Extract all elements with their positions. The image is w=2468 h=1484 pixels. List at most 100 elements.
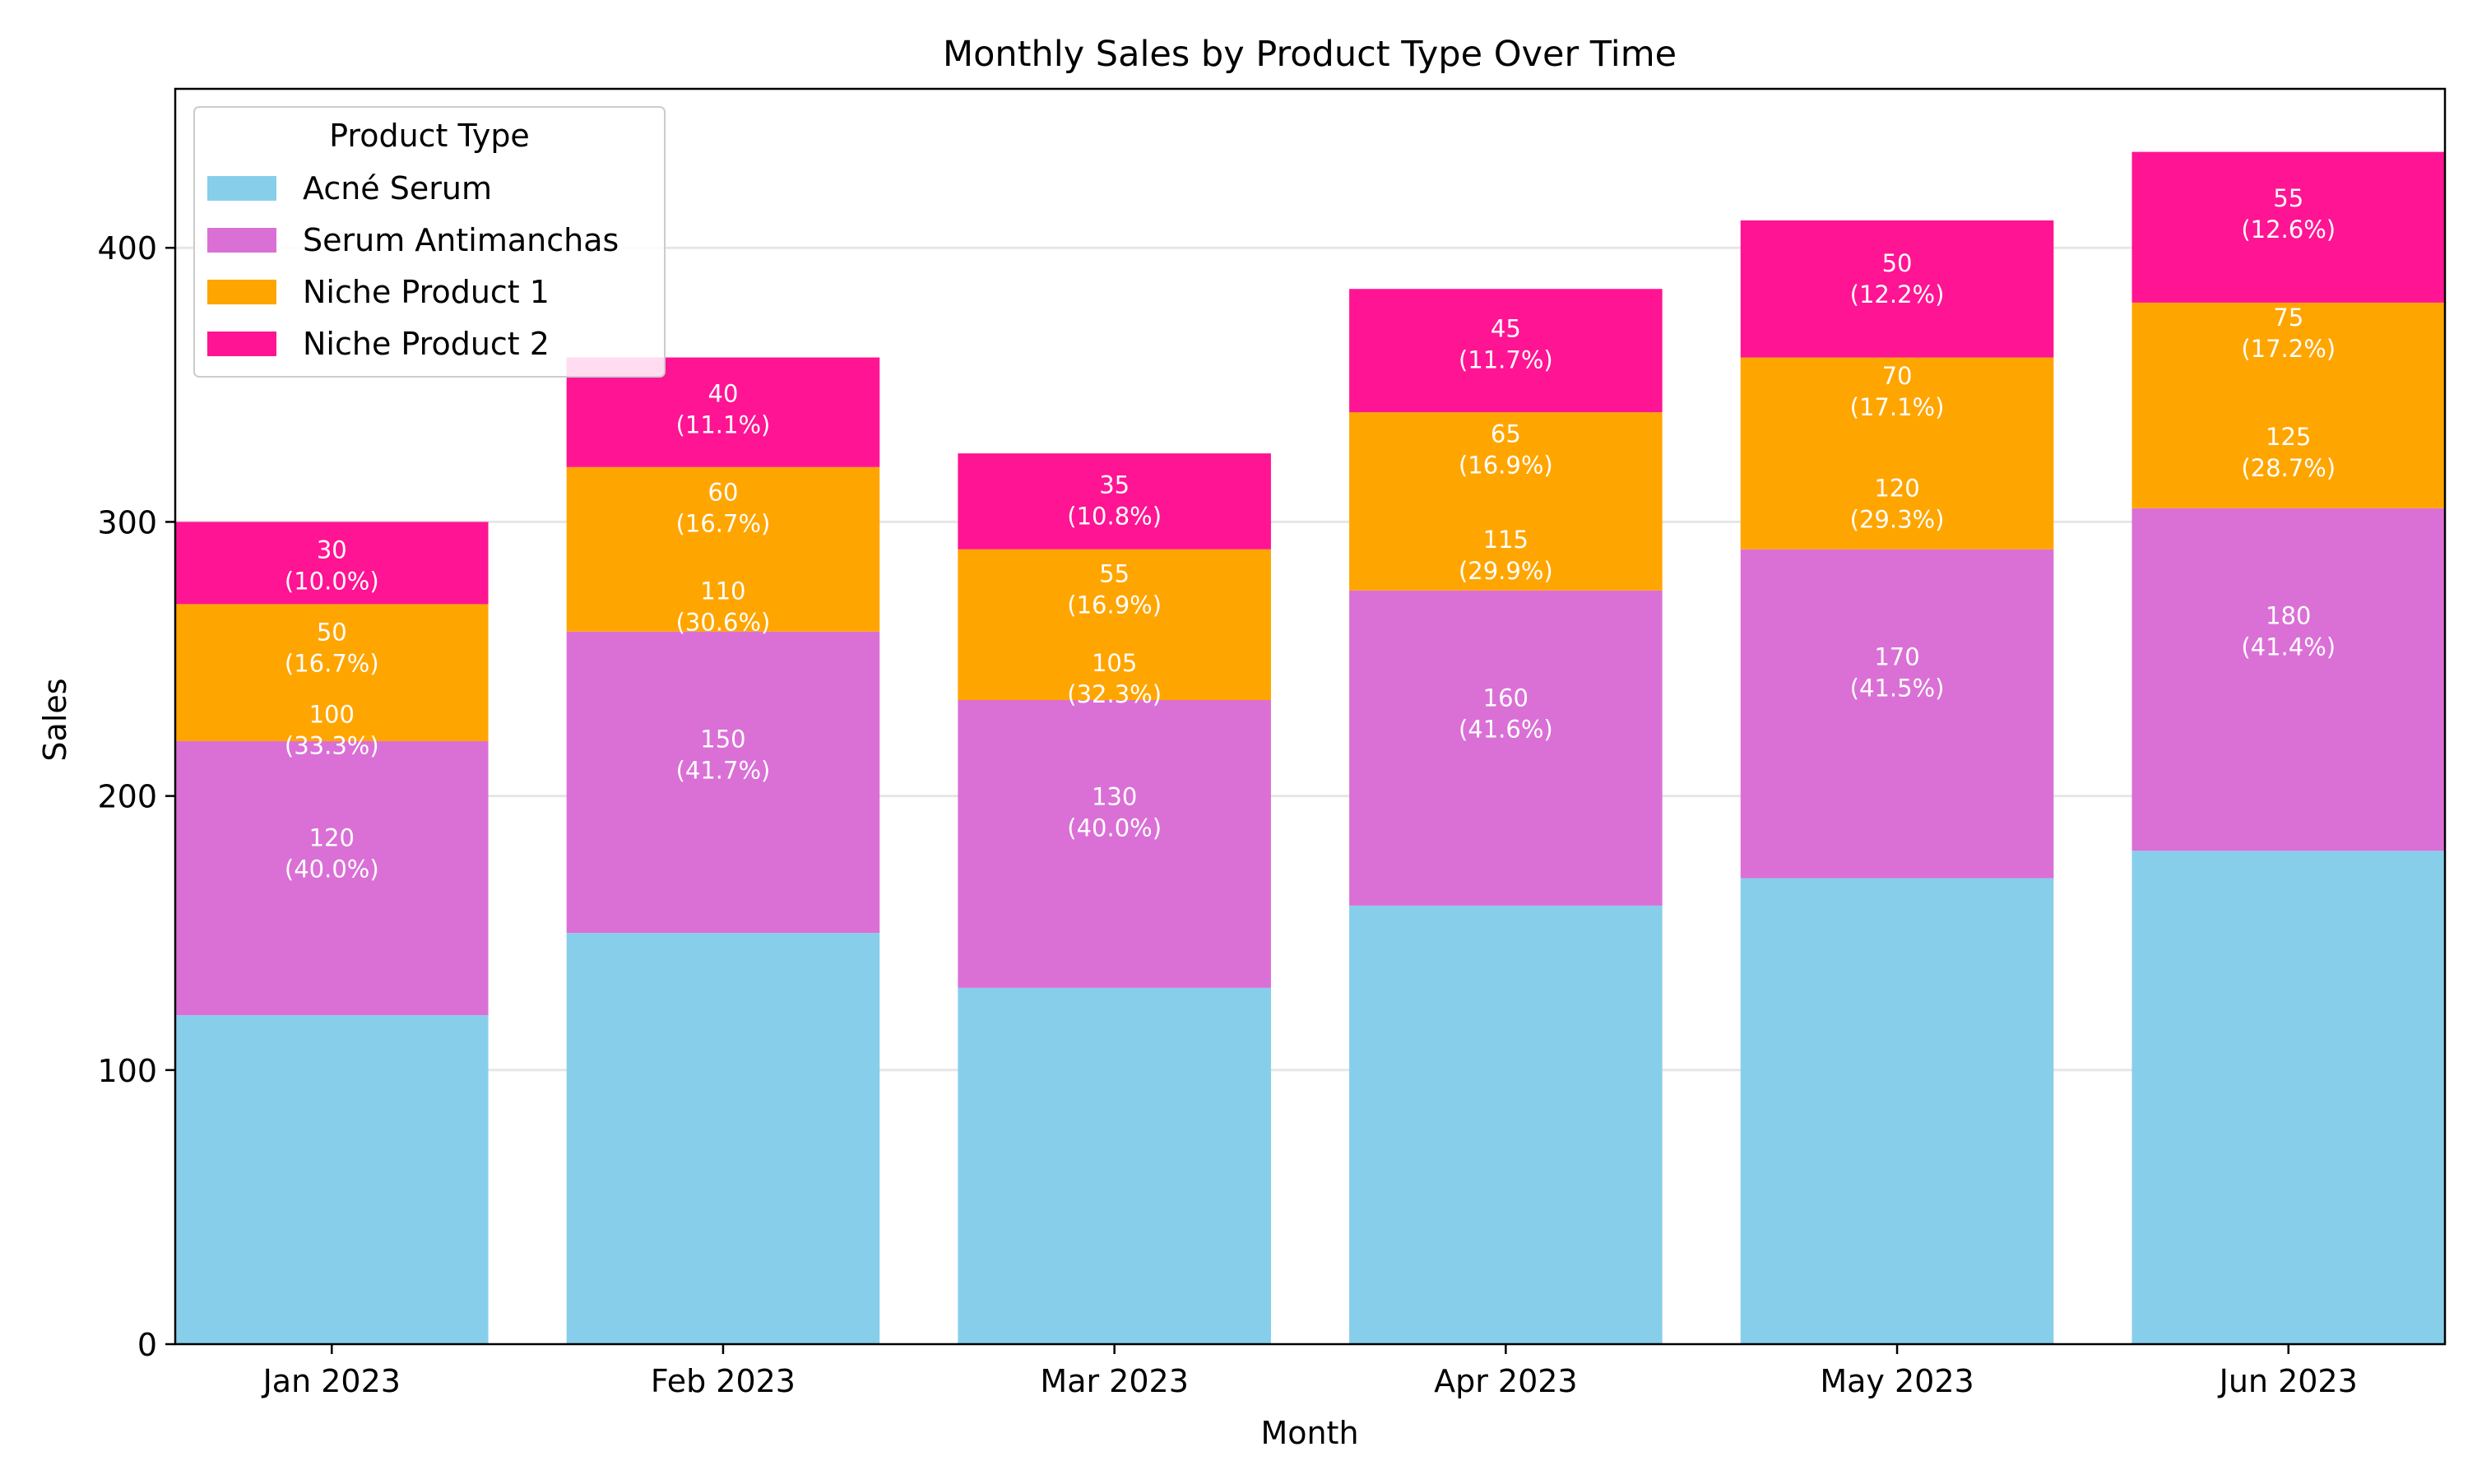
chart-title: Monthly Sales by Product Type Over Time xyxy=(943,34,1677,75)
axes: 0 100 200 300 400 Jan 2023 Feb 2023 Mar 2023 Apr… xyxy=(97,87,2447,1399)
x-tick-label: Apr 2023 xyxy=(1434,1363,1578,1399)
data-label-percent: (10.8%) xyxy=(1067,502,1162,530)
data-label-percent: (40.0%) xyxy=(285,855,379,883)
data-label-percent: (16.7%) xyxy=(285,649,379,677)
data-label-value: 65 xyxy=(1491,420,1521,448)
legend-label: Niche Product 1 xyxy=(303,274,550,310)
data-label-value: 30 xyxy=(317,536,347,563)
data-label-value: 150 xyxy=(700,725,745,753)
y-tick-label: 200 xyxy=(97,779,157,815)
data-label-value: 105 xyxy=(1092,649,1137,677)
x-tick-label: May 2023 xyxy=(1820,1363,1974,1399)
x-tick-label: Jan 2023 xyxy=(262,1363,401,1399)
bar-segment xyxy=(566,631,880,934)
legend-label: Niche Product 2 xyxy=(303,326,550,362)
data-label-value: 50 xyxy=(317,618,347,646)
bar-segment xyxy=(958,549,1271,701)
data-label-percent: (41.5%) xyxy=(1850,674,1945,702)
legend: Product Type Acné Serum Serum Antimanchas… xyxy=(193,106,666,378)
legend-swatch xyxy=(207,228,276,253)
data-label-value: 50 xyxy=(1882,249,1913,277)
data-label-value: 120 xyxy=(1874,474,1919,502)
data-label-value: 100 xyxy=(309,700,355,728)
legend-frame xyxy=(193,106,666,378)
y-tick-label: 300 xyxy=(97,504,157,540)
data-label-percent: (41.6%) xyxy=(1459,715,1553,743)
data-label-value: 120 xyxy=(309,823,355,851)
data-label-value: 125 xyxy=(2266,423,2311,451)
data-label-value: 40 xyxy=(708,379,739,407)
legend-label: Acné Serum xyxy=(303,170,492,206)
bar-segment xyxy=(175,522,489,605)
data-label-percent: (16.9%) xyxy=(1067,591,1162,619)
data-label-percent: (11.7%) xyxy=(1459,345,1553,373)
data-label-percent: (41.7%) xyxy=(676,756,771,784)
data-label-percent: (17.2%) xyxy=(2241,335,2336,363)
bar-segment xyxy=(1740,220,2054,358)
x-axis-label: Month xyxy=(1260,1415,1358,1451)
data-label-value: 35 xyxy=(1099,471,1130,499)
legend-swatch xyxy=(207,280,276,304)
data-label-percent: (12.6%) xyxy=(2241,216,2336,243)
data-label-percent: (30.6%) xyxy=(676,608,771,636)
data-label-percent: (32.3%) xyxy=(1067,680,1162,708)
bar-segment xyxy=(175,1015,489,1344)
bar-segment xyxy=(958,700,1271,988)
bar-segment xyxy=(175,604,489,741)
bar-segment xyxy=(2132,508,2445,851)
data-label-percent: (29.9%) xyxy=(1459,557,1553,585)
data-label-value: 130 xyxy=(1092,782,1137,810)
data-label-value: 170 xyxy=(1874,642,1919,670)
data-label-percent: (33.3%) xyxy=(285,731,379,759)
bar-segment xyxy=(1740,357,2054,550)
data-label-value: 75 xyxy=(2273,304,2303,332)
data-label-percent: (17.1%) xyxy=(1850,393,1945,421)
legend-swatch xyxy=(207,332,276,356)
legend-label: Serum Antimanchas xyxy=(303,222,619,258)
data-label-percent: (16.9%) xyxy=(1459,452,1553,480)
data-label-value: 70 xyxy=(1882,362,1913,390)
data-label-percent: (41.4%) xyxy=(2241,633,2336,661)
legend-title: Product Type xyxy=(329,118,530,154)
data-label-percent: (10.0%) xyxy=(285,567,379,595)
bar-segment xyxy=(566,933,880,1344)
y-tick-label: 0 xyxy=(137,1327,157,1363)
data-label-value: 55 xyxy=(2273,184,2303,212)
legend-swatch xyxy=(207,176,276,201)
data-label-percent: (40.0%) xyxy=(1067,814,1162,842)
data-label-value: 160 xyxy=(1483,684,1529,712)
data-label-value: 45 xyxy=(1491,314,1521,342)
data-label-value: 115 xyxy=(1483,526,1529,554)
data-label-value: 110 xyxy=(700,577,745,605)
data-labels: 30 (10.0%) 50 (16.7%) 100 (33.3%) 120 (40.0%) 40… xyxy=(285,184,2336,883)
data-label-percent: (12.2%) xyxy=(1850,281,1945,308)
bar-segment xyxy=(1740,549,2054,879)
bar-segment xyxy=(175,740,489,1016)
data-label-percent: (16.7%) xyxy=(676,509,771,537)
bar-segment xyxy=(2132,151,2445,303)
data-label-value: 55 xyxy=(1099,560,1130,588)
bar-segment xyxy=(1349,905,1663,1344)
data-label-percent: (29.3%) xyxy=(1850,505,1945,533)
bar-segment xyxy=(566,466,880,632)
bar-segment xyxy=(1349,412,1663,591)
plot-frame xyxy=(174,87,2447,1346)
bars xyxy=(175,151,2445,1344)
x-tick-label: Feb 2023 xyxy=(651,1363,796,1399)
y-tick-label: 400 xyxy=(97,230,157,267)
bar-segment xyxy=(2132,302,2445,508)
x-tick-label: Mar 2023 xyxy=(1040,1363,1188,1399)
bar-segment xyxy=(1740,878,2054,1344)
bar-segment xyxy=(2132,851,2445,1344)
x-tick-label: Jun 2023 xyxy=(2218,1363,2358,1399)
data-label-percent: (28.7%) xyxy=(2241,454,2336,482)
y-axis-label: Sales xyxy=(37,678,73,761)
bar-segment xyxy=(958,987,1271,1344)
bar-segment xyxy=(1349,289,1663,413)
data-label-value: 180 xyxy=(2266,601,2311,629)
y-tick-label: 100 xyxy=(97,1053,157,1089)
data-label-percent: (11.1%) xyxy=(676,410,771,438)
bar-segment xyxy=(1349,590,1663,906)
